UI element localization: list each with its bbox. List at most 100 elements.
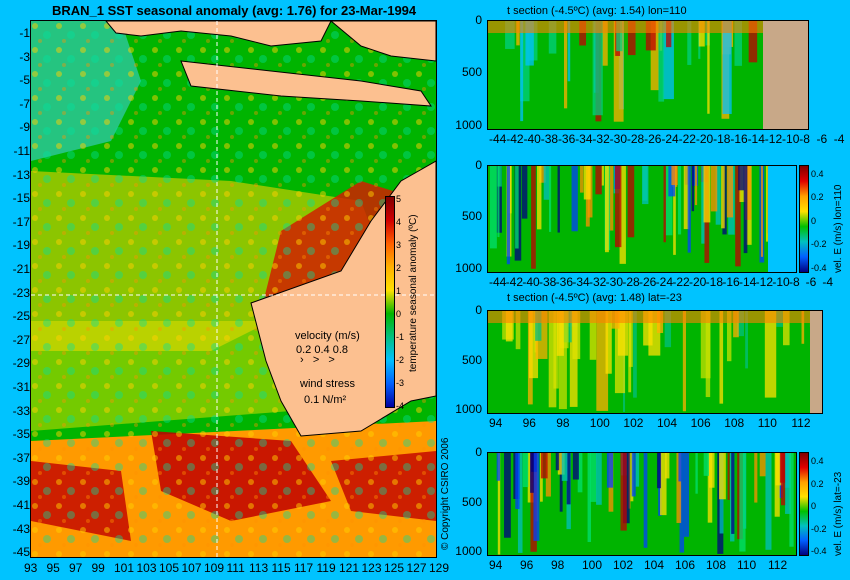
map-y-tick: -15 [12,191,30,206]
map-x-tick: 119 [316,561,336,575]
section-heatmap [488,166,796,272]
panel-x-tick: -34 [575,132,593,146]
heatmap-cell [605,311,612,374]
panel-x-tick: -10 [782,132,800,146]
panel-x-tick: -6 [805,275,817,289]
map-x-tick: 101 [114,561,135,575]
heatmap-cell [505,311,513,342]
panel-x-tick: -10 [772,275,790,289]
panel-colorbar [799,452,809,556]
map-y-tick: -35 [12,427,30,442]
heatmap-cell [543,166,550,200]
panel-x-tick: -40 [522,275,540,289]
velocity-arrow-icon: › > > [300,354,335,366]
panel-x-tick: 94 [489,416,503,430]
heatmap-cell [587,453,592,543]
heatmap-cell [533,453,540,541]
panel-x-tick: -30 [605,275,623,289]
heatmap-cell [774,453,780,517]
panel-colorbar-label: vel. E (m/s) lon=110 [833,184,844,273]
section-heatmap [488,21,808,129]
heatmap-cell [604,166,609,253]
map-x-tick: 113 [249,561,269,575]
heatmap-cell [631,453,636,497]
panel-y-tick: 500 [461,209,482,224]
panel-x-tick: 98 [556,416,570,430]
map-colorbar-tick: 2 [396,263,402,273]
panel-x-tick: -42 [505,275,523,289]
panel-x-tick: 108 [724,416,745,430]
heatmap-cell [635,453,640,487]
map-colorbar-tick: 1 [396,286,402,296]
panel-x-tick: -16 [722,275,740,289]
heatmap-cell [763,21,808,129]
heatmap-cell [606,453,614,488]
map-y-tick: -29 [12,356,30,371]
panel-x-tick: -32 [589,275,607,289]
sst-anomaly-map [30,20,437,558]
heatmap-cell [548,21,557,54]
map-y-tick: -1 [19,26,30,40]
heatmap-cell [592,21,603,116]
panel-x-tick: 112 [791,416,811,430]
heatmap-cell [596,311,609,411]
heatmap-cell [801,311,805,344]
panel-y-tick: 0 [475,158,482,172]
panel-x-tick: 106 [690,416,711,430]
heatmap-cell [671,166,678,186]
heatmap-cell [531,166,536,269]
heatmap-cell [617,311,629,356]
velocity-legend-title: velocity (m/s) [295,330,360,342]
heatmap-cell [687,21,692,65]
heatmap-cell [619,166,626,264]
heatmap-cell [754,453,758,503]
heatmap-cell [579,21,587,46]
heatmap-cell [515,311,521,350]
panel-x-tick: -20 [695,132,714,146]
panel-x-tick: -12 [755,275,773,289]
map-colorbar-tick: 5 [396,194,402,204]
map-y-tick: -39 [12,474,30,489]
heatmap-cell [663,166,666,243]
heatmap-cell [489,166,497,249]
panel-x-tick: 110 [757,416,777,430]
heatmap-cell [535,311,548,359]
map-x-tick: 123 [361,561,382,575]
map-colorbar-tick: -3 [396,378,405,388]
heatmap-cell [734,21,742,66]
heatmap-cell [658,21,665,102]
map-x-tick: 127 [406,561,427,575]
heatmap-cell [529,311,539,379]
panel-y-tick: 0 [475,13,482,27]
map-x-tick: 115 [271,561,291,575]
heatmap-cell [615,166,622,248]
map-x-axis: 93 95 97 99 101 103 105 107 109 111 113 115 117 119 12… [24,561,449,579]
panel-y-tick: 1000 [455,402,482,417]
map-y-tick: -41 [12,498,30,512]
heatmap-cell [743,166,748,254]
map-colorbar-tick: 0 [396,309,402,319]
panel-x-tick: -22 [672,275,690,289]
heatmap-cell [789,453,794,547]
heatmap-cell [664,311,672,348]
section-panel [487,452,797,556]
heatmap-cell [665,453,670,479]
panel-y-tick: 0 [475,303,482,317]
heatmap-cell [727,453,730,500]
map-x-tick: 93 [24,561,38,575]
panel-x-tick: -36 [557,132,576,146]
heatmap-cell [520,21,524,122]
map-y-tick: -45 [12,545,30,560]
heatmap-cell [561,453,568,481]
panel-y-tick: 0 [475,445,482,459]
heatmap-cell [703,166,711,223]
panel-colorbar-tick: 0.2 [811,478,824,489]
heatmap-cell [556,311,564,356]
panel-x-tick: -14 [739,275,757,289]
heatmap-cell [731,453,735,534]
heatmap-cell [520,21,530,102]
panel-colorbar-tick: -0.2 [811,239,827,250]
map-y-tick: -7 [19,96,30,111]
section-panel [487,20,809,130]
heatmap-cell [679,453,685,553]
